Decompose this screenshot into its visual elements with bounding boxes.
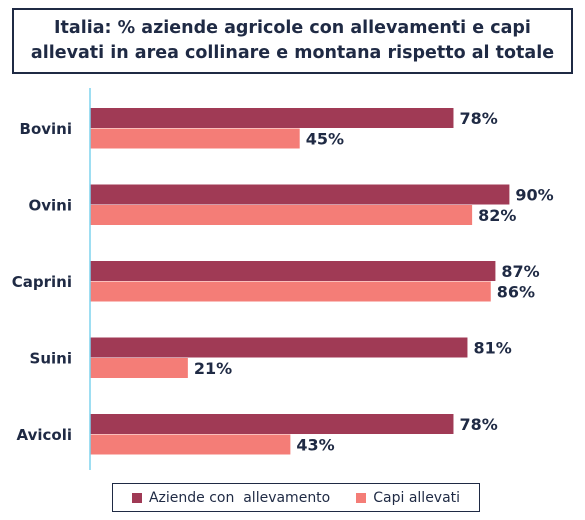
data-label-suini-capi: 21% bbox=[194, 359, 232, 378]
data-label-bovini-capi: 45% bbox=[306, 130, 344, 149]
bar-avicoli-aziende bbox=[90, 414, 454, 434]
category-label-suini: Suini bbox=[30, 350, 72, 368]
bar-caprini-capi bbox=[90, 281, 491, 302]
legend-item-aziende: Aziende con allevamento bbox=[131, 489, 331, 506]
bar-bovini-capi bbox=[90, 128, 300, 149]
chart-title: Italia: % aziende agricole con allevamen… bbox=[30, 18, 555, 63]
data-label-avicoli-capi: 43% bbox=[296, 436, 334, 455]
bar-caprini-aziende bbox=[90, 261, 496, 281]
category-label-bovini: Bovini bbox=[20, 120, 72, 138]
data-label-avicoli-aziende: 78% bbox=[459, 415, 497, 434]
category-label-ovini: Ovini bbox=[29, 197, 73, 215]
data-label-ovini-capi: 82% bbox=[478, 206, 516, 225]
legend-label-aziende: Aziende con allevamento bbox=[148, 489, 331, 506]
bar-ovini-capi bbox=[90, 205, 473, 225]
bar-suini-aziende bbox=[90, 337, 468, 358]
bar-suini-capi bbox=[90, 358, 188, 378]
category-label-avicoli: Avicoli bbox=[17, 426, 72, 444]
data-label-caprini-capi: 86% bbox=[497, 283, 535, 302]
data-label-bovini-aziende: 78% bbox=[459, 109, 497, 128]
bar-avicoli-capi bbox=[90, 434, 291, 455]
bar-ovini-aziende bbox=[90, 184, 510, 205]
data-label-ovini-aziende: 90% bbox=[515, 186, 553, 205]
legend-swatch-aziende bbox=[131, 492, 142, 503]
category-label-caprini: Caprini bbox=[12, 273, 72, 291]
legend-item-capi: Capi allevati bbox=[356, 490, 460, 506]
legend: Aziende con allevamento Capi allevati bbox=[112, 483, 480, 512]
data-label-caprini-aziende: 87% bbox=[501, 262, 539, 281]
legend-label-capi: Capi allevati bbox=[373, 489, 461, 506]
chart-title-box: Italia: % aziende agricole con allevamen… bbox=[12, 8, 573, 74]
bar-bovini-aziende bbox=[90, 108, 454, 128]
data-label-suini-aziende: 81% bbox=[473, 339, 511, 358]
legend-swatch-capi bbox=[356, 492, 367, 503]
